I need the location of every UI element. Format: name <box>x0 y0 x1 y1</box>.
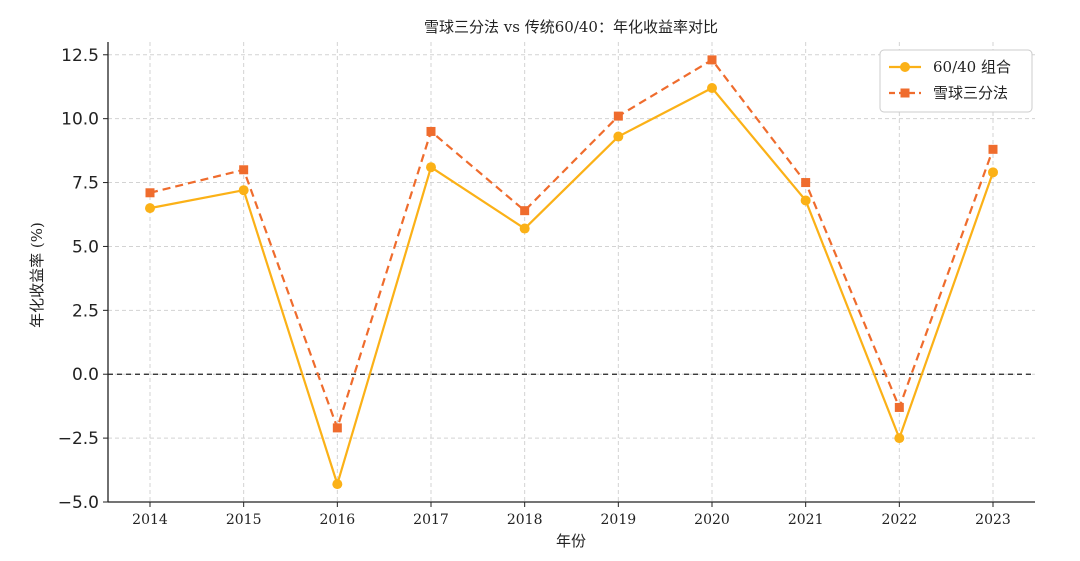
data-point <box>426 126 436 136</box>
data-point <box>520 206 530 216</box>
data-point <box>707 83 717 93</box>
x-tick-label: 2015 <box>226 512 262 528</box>
x-tick-label: 2020 <box>694 512 730 528</box>
data-point <box>801 178 811 188</box>
data-point <box>238 185 249 196</box>
x-tick-label: 2018 <box>507 512 543 528</box>
y-tick-label: −5.0 <box>58 493 99 513</box>
x-tick-label: 2017 <box>413 512 449 528</box>
data-point <box>613 131 624 142</box>
legend-item: 60/40 组合 <box>889 58 1011 76</box>
legend-item: 雪球三分法 <box>889 84 1008 102</box>
x-tick-label: 2022 <box>882 512 918 528</box>
series-2 <box>145 55 998 433</box>
x-tick-label: 2019 <box>601 512 637 528</box>
y-tick-label: 10.0 <box>61 110 99 130</box>
x-tick-label: 2014 <box>132 512 168 528</box>
x-tick-label: 2016 <box>320 512 356 528</box>
y-tick-label: 5.0 <box>72 237 99 257</box>
y-tick-label: 2.5 <box>72 301 99 321</box>
x-tick-label: 2021 <box>788 512 824 528</box>
series-group <box>145 55 998 490</box>
data-point <box>988 144 998 154</box>
legend-marker <box>900 62 910 72</box>
data-point <box>894 402 904 412</box>
data-point <box>613 111 623 121</box>
y-tick-label: 12.5 <box>61 46 99 66</box>
y-tick-label: 7.5 <box>72 174 99 194</box>
y-tick-label: 0.0 <box>72 365 99 385</box>
data-point <box>145 203 155 214</box>
series-1 <box>145 83 998 490</box>
data-point <box>894 433 905 444</box>
legend-label: 60/40 组合 <box>933 58 1011 76</box>
data-point <box>988 167 998 178</box>
data-point <box>145 188 155 198</box>
y-axis-label: 年化收益率 (%) <box>28 222 46 328</box>
data-point <box>332 423 342 433</box>
legend-label: 雪球三分法 <box>933 84 1008 102</box>
tick-labels: 2014 2015 2016 2017 2018 2019 2020 2021 2022 2023… <box>58 46 1011 528</box>
data-point <box>707 55 717 65</box>
legend-box <box>879 49 1033 113</box>
y-tick-label: −2.5 <box>58 429 99 449</box>
x-tick-label: 2023 <box>975 512 1011 528</box>
legend-marker <box>900 88 910 98</box>
series-line <box>149 86 995 486</box>
data-point <box>332 479 343 490</box>
data-point <box>239 165 249 175</box>
data-point <box>800 195 811 206</box>
x-axis-label: 年份 <box>556 532 586 550</box>
data-point <box>519 223 530 234</box>
data-point <box>426 162 436 173</box>
series-line <box>149 58 995 429</box>
chart-title: 雪球三分法 vs 传统60/40：年化收益率对比 <box>424 18 718 36</box>
